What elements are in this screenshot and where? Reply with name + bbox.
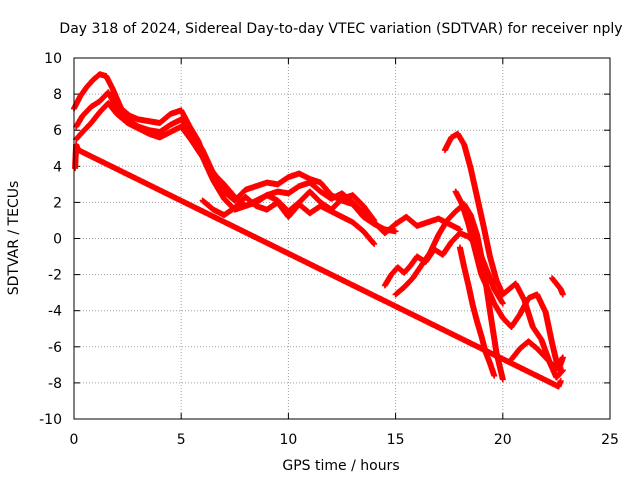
x-tick-label: 0: [70, 432, 79, 448]
data-points: [71, 71, 566, 390]
data-point-interp: [559, 368, 566, 375]
y-tick-label: 0: [53, 232, 62, 248]
x-tick-label: 25: [601, 432, 619, 448]
y-tick-label: -6: [48, 340, 62, 356]
data-point: [491, 372, 498, 379]
series-track-i: [456, 244, 498, 379]
series-track-g: [441, 130, 566, 381]
y-tick-label: -4: [48, 304, 62, 320]
series-track-j: [508, 338, 566, 370]
y-axis-label: SDTVAR / TECUs: [6, 181, 22, 296]
x-tick-label: 5: [177, 432, 186, 448]
y-tick-label: 6: [53, 123, 62, 139]
x-axis-ticks: 0 5 10 15 20 25: [70, 58, 619, 448]
series-track-d: [199, 193, 378, 247]
y-tick-label: -2: [48, 268, 62, 284]
plot-border: [73, 57, 611, 420]
y-axis-ticks: 10 8 6 4 2 0 -2 -4 -6 -8 -10: [39, 51, 610, 428]
x-tick-label: 20: [494, 432, 512, 448]
series-track-c: [73, 100, 378, 224]
data-point: [371, 217, 378, 224]
data-point: [559, 354, 566, 361]
y-tick-label: 8: [53, 87, 62, 103]
data-point: [499, 376, 506, 383]
series-track-h: [452, 188, 566, 374]
data-point: [499, 300, 506, 307]
x-tick-label: 10: [279, 432, 297, 448]
x-axis-label: GPS time / hours: [282, 458, 399, 474]
series-track-k: [549, 275, 566, 298]
x-tick-label: 15: [387, 432, 405, 448]
data-point: [559, 291, 566, 298]
data-point: [392, 228, 399, 235]
y-tick-label: -8: [48, 376, 62, 392]
y-tick-label: 2: [53, 195, 62, 211]
data-point: [557, 378, 564, 385]
y-tick-label: 10: [44, 51, 62, 67]
y-tick-label: -10: [39, 412, 62, 428]
data-point: [371, 240, 378, 247]
y-tick-label: 4: [53, 159, 62, 175]
chart-title: Day 318 of 2024, Sidereal Day-to-day VTE…: [59, 21, 622, 37]
